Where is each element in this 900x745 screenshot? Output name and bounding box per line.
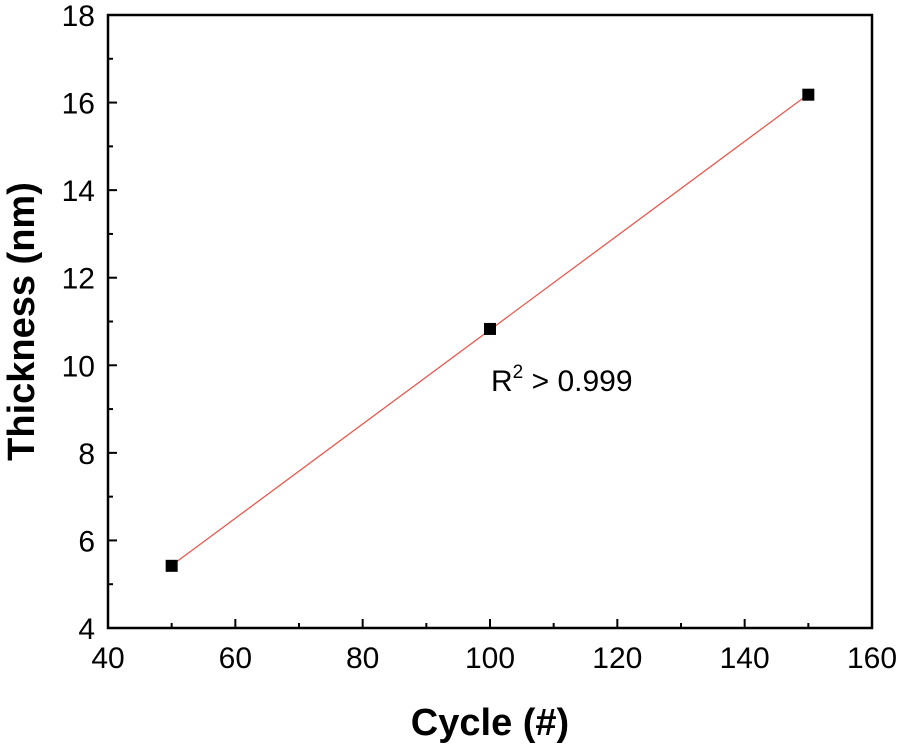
data-point (165, 559, 178, 572)
y-axis-title: Thickness (nm) (1, 182, 43, 461)
x-tick-label: 120 (592, 642, 642, 675)
data-point (802, 88, 815, 101)
annotation-text: > 0.999 (523, 365, 632, 398)
y-axis-ticks: 4 6 8 10 12 14 16 18 (62, 0, 117, 646)
annotation-base: R (491, 365, 513, 398)
x-tick-label: 100 (465, 642, 515, 675)
y-tick-label: 18 (62, 0, 95, 33)
r-squared-annotation: R2 > 0.999 (491, 362, 633, 398)
y-tick-label: 4 (78, 613, 95, 646)
x-axis-ticks: 40 60 80 100 120 140 160 (91, 619, 897, 675)
x-tick-label: 60 (219, 642, 252, 675)
plot-frame (106, 13, 874, 630)
x-tick-label: 160 (847, 642, 897, 675)
y-tick-label: 6 (78, 525, 95, 558)
x-axis-title: Cycle (#) (411, 702, 569, 744)
y-tick-label: 12 (62, 263, 95, 296)
y-tick-label: 16 (62, 88, 95, 121)
x-tick-label: 40 (91, 642, 124, 675)
y-tick-label: 14 (62, 175, 95, 208)
data-points (165, 88, 815, 572)
x-tick-label: 140 (720, 642, 770, 675)
x-tick-label: 80 (346, 642, 379, 675)
data-point (484, 322, 496, 335)
y-tick-label: 8 (78, 438, 95, 471)
annotation-superscript: 2 (513, 362, 524, 383)
y-tick-label: 10 (62, 350, 95, 383)
